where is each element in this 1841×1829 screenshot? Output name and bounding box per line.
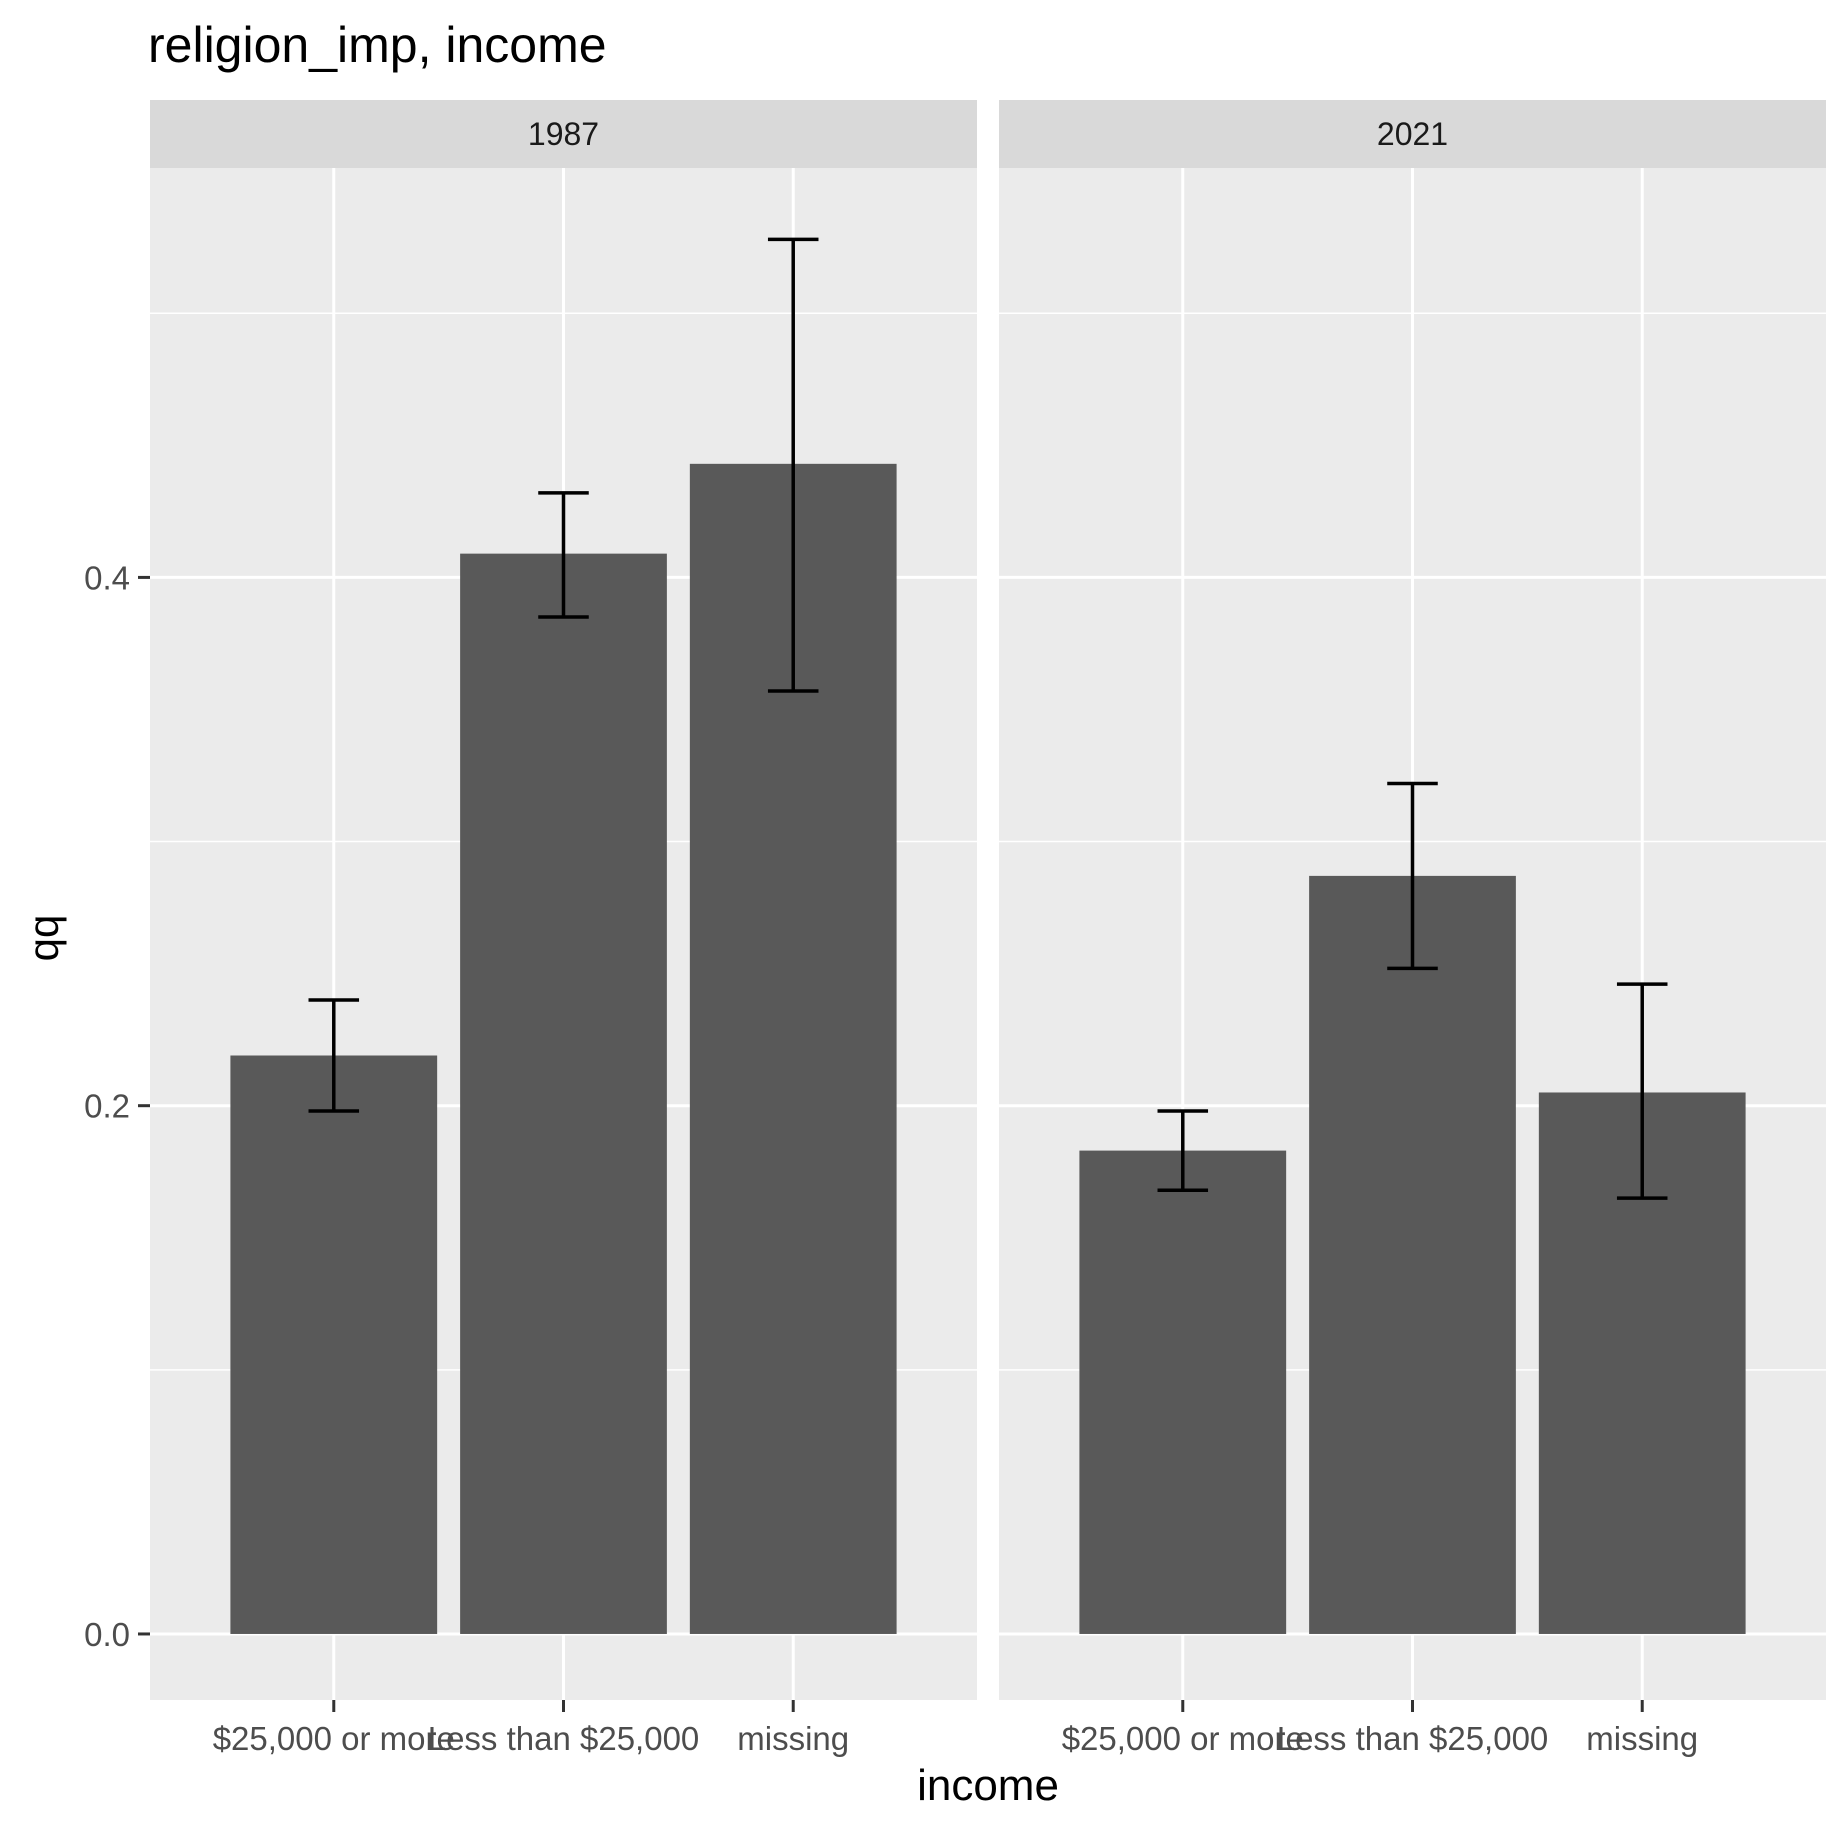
y-axis-title: qq [20,915,67,962]
y-tick-label: 0.2 [84,1088,130,1125]
error-bar-2021-2 [1616,982,1668,1200]
facet-strip-label: 2021 [1377,116,1448,152]
y-tick-label: 0.4 [84,559,130,596]
y-tick-label: 0.0 [84,1616,130,1653]
chart-title: religion_imp, income [148,17,607,73]
error-bar-2021-1 [1387,781,1438,971]
facet-strip [999,100,1826,168]
x-tick-label: Less than $25,000 [1277,1720,1549,1757]
bar-2021-0 [1079,1150,1287,1634]
x-tick-label: $25,000 or more [213,1720,455,1757]
error-bar-2021-0 [1157,1109,1209,1192]
bar-1987-1 [460,553,667,1634]
error-bar-1987-2 [767,237,819,693]
bar-1987-0 [230,1055,438,1634]
bar-2021-1 [1309,875,1516,1634]
facet-strip-label: 1987 [528,116,599,152]
error-bar-1987-1 [538,491,589,619]
x-axis-title: income [917,1761,1059,1810]
x-tick-label: missing [737,1720,849,1757]
error-bar-1987-0 [308,998,360,1113]
y-axis: 0.0 0.2 0.4 [84,559,150,1653]
x-tick-label: missing [1586,1720,1698,1757]
facet-strip [150,100,977,168]
x-tick-label: Less than $25,000 [428,1720,700,1757]
x-tick-label: $25,000 or more [1062,1720,1304,1757]
